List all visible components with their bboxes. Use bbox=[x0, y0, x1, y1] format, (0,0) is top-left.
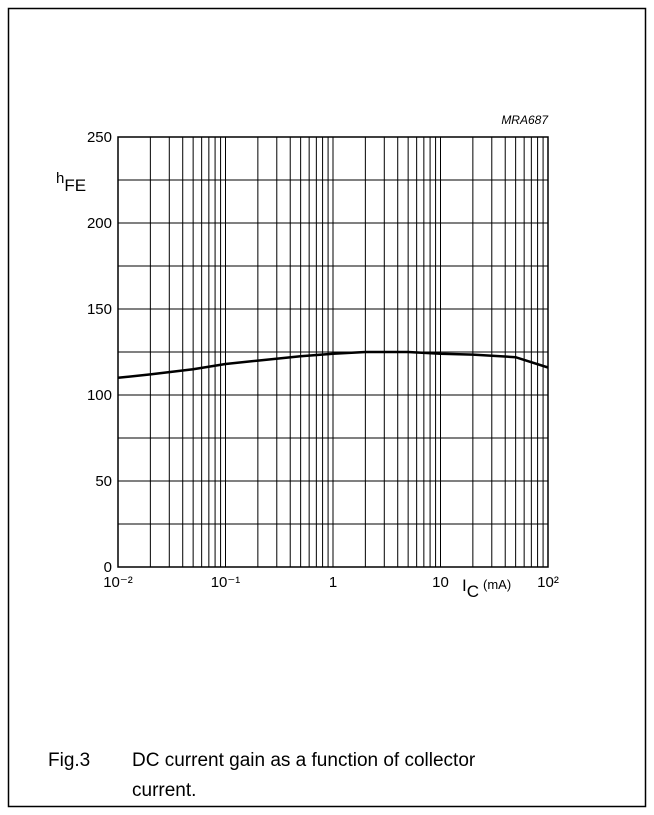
plot-frame bbox=[117, 136, 549, 568]
y-tick-label: 250 bbox=[87, 129, 112, 146]
x-tick-label: 10² bbox=[537, 574, 559, 591]
y-tick-label: 150 bbox=[87, 301, 112, 318]
x-tick-label: 1 bbox=[329, 574, 337, 591]
caption-line: DC current gain as a function of collect… bbox=[132, 750, 476, 771]
curve bbox=[117, 350, 549, 380]
x-label: IC (mA) bbox=[462, 576, 511, 601]
caption-number: Fig.3 bbox=[48, 750, 90, 771]
frame bbox=[7, 7, 647, 808]
annotation: MRA687 bbox=[501, 113, 549, 127]
caption-line: current. bbox=[132, 780, 196, 801]
y-tick-label: 50 bbox=[95, 473, 112, 490]
y-tick-label: 0 bbox=[104, 559, 112, 576]
y-tick-label: 200 bbox=[87, 215, 112, 232]
x-tick-label: 10 bbox=[432, 574, 449, 591]
y-tick-label: 100 bbox=[87, 387, 112, 404]
x-tick-label: 10⁻¹ bbox=[211, 574, 241, 591]
x-tick-label: 10⁻² bbox=[103, 574, 133, 591]
y-label: hFE bbox=[56, 170, 86, 195]
